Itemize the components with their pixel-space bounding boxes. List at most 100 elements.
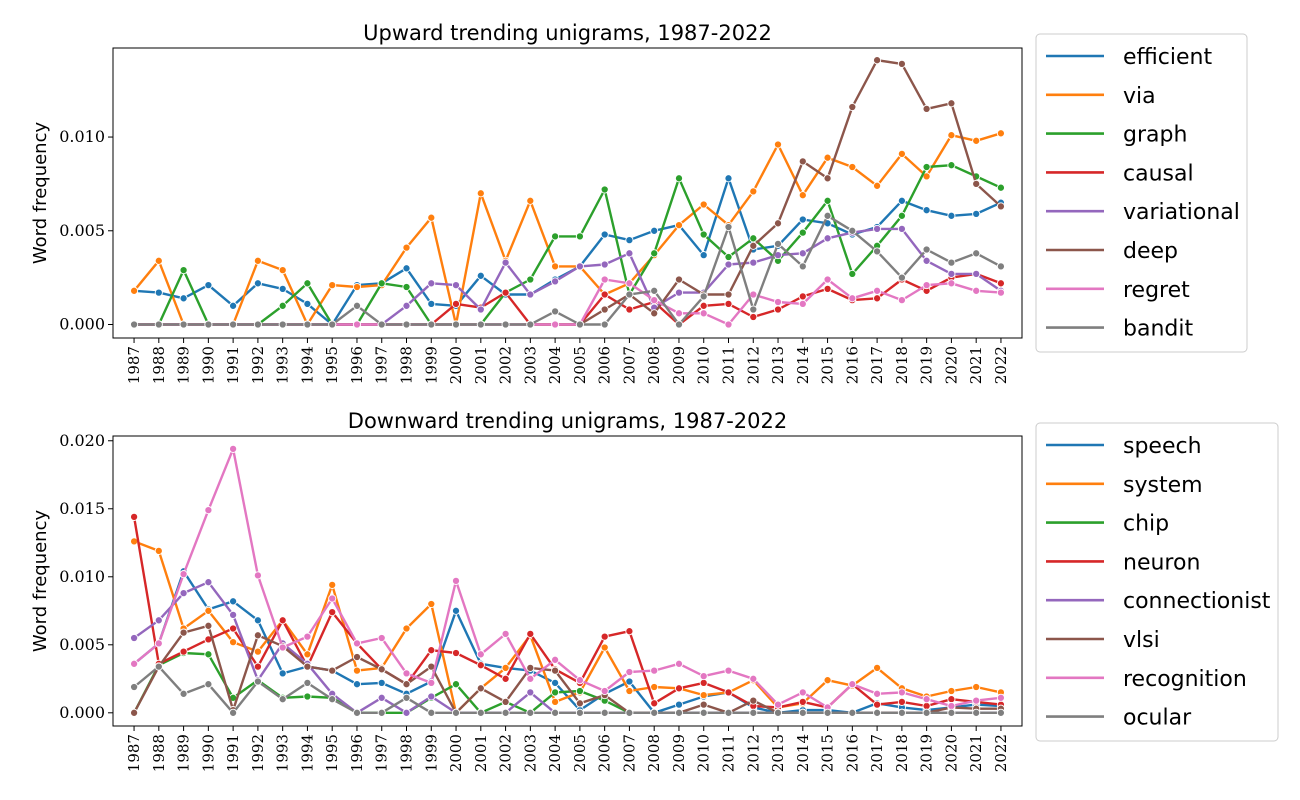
y-tick-label: 0.005 [59,221,105,240]
x-tick-label: 2003 [521,346,539,384]
data-point [699,678,708,687]
data-point [749,305,758,314]
data-point [724,260,733,269]
legend-label: causal [1123,161,1194,186]
series-graph [130,161,1005,329]
y-tick-label: 0.010 [59,127,105,146]
x-tick-label: 2016 [843,346,861,384]
data-point [551,277,560,286]
data-point [476,708,485,717]
series-recognition [130,444,1005,712]
data-point [798,262,807,271]
data-point [575,262,584,271]
series-bandit [130,211,1005,329]
legend-label: variational [1123,200,1240,225]
series-line [133,132,1002,326]
data-point [873,181,882,190]
data-point [922,695,931,704]
data-point [328,666,337,675]
data-point [600,632,609,641]
data-point [451,648,461,658]
data-point [674,700,684,709]
legend-label: graph [1123,123,1187,148]
data-point [600,230,609,239]
data-point [328,281,337,290]
x-tick-label: 1993 [274,734,292,772]
data-point [600,643,609,652]
data-point [650,666,659,675]
data-point [130,286,139,295]
data-point [947,701,956,711]
data-point [303,678,312,687]
data-point [501,288,510,297]
x-tick-label: 2010 [695,346,713,384]
data-point [130,708,139,717]
legend-label: via [1123,84,1156,109]
x-tick-label: 2008 [645,346,663,384]
x-tick-label: 2020 [942,346,960,384]
x-tick-label: 2021 [967,734,985,772]
data-point [204,650,213,659]
x-tick-label: 1995 [323,346,341,384]
data-point [947,258,956,267]
data-point [278,643,287,652]
data-point [501,697,510,706]
x-tick-label: 1995 [323,734,341,772]
data-point [972,682,981,692]
x-tick-label: 2015 [819,346,837,384]
data-point [427,646,436,655]
data-point [204,621,213,630]
y-axis-label: Word frequency [30,122,51,265]
data-point [724,290,733,299]
data-point [650,699,659,708]
x-tick-label: 2011 [719,734,737,772]
data-point [526,708,535,717]
data-point [352,639,362,648]
data-point [749,674,758,683]
data-point [476,271,485,280]
data-point [773,239,783,248]
data-point [179,266,188,275]
data-point [526,674,535,683]
data-point [526,196,535,205]
data-point [130,659,139,668]
data-point [402,264,411,273]
series-deep [130,56,1005,329]
x-tick-label: 2022 [992,346,1010,384]
data-point [476,305,485,314]
plot-frame [112,435,1023,727]
data-point [650,708,659,717]
data-point [551,232,560,241]
data-point [551,688,560,697]
series-line [133,581,1001,714]
data-point [179,628,188,637]
data-point [922,256,931,265]
data-point [278,284,287,293]
data-point [526,320,535,329]
x-tick-label: 1991 [224,734,242,772]
legend-label: vlsi [1123,628,1160,653]
x-tick-label: 2001 [472,346,490,384]
x-tick-label: 2001 [472,734,490,772]
data-point [625,279,634,288]
series-line [134,163,1002,326]
data-point [724,708,733,717]
chart-title: Downward trending unigrams, 1987-2022 [348,409,787,433]
x-tick-label: 2000 [447,734,465,772]
data-point [303,320,312,329]
data-point [253,662,262,671]
data-point [947,695,956,704]
x-tick-label: 1994 [298,734,316,772]
data-point [823,275,832,284]
data-point [352,301,362,310]
x-tick-label: 2007 [620,346,638,384]
data-point [551,697,560,706]
data-point [922,206,931,215]
data-point [253,616,262,625]
data-point [873,56,882,65]
data-point [229,444,238,453]
data-point [798,228,807,237]
data-point [501,258,510,267]
y-tick-label: 0.000 [59,703,105,722]
data-point [972,269,981,278]
